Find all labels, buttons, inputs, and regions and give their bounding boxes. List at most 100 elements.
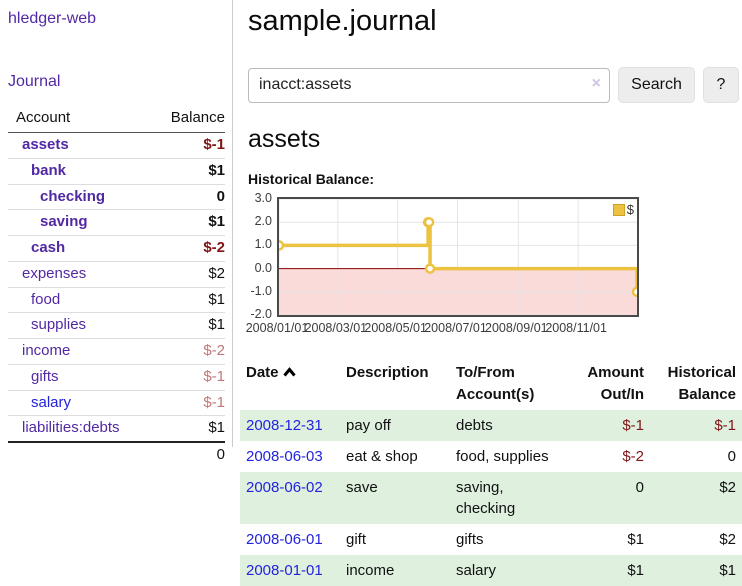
account-row: income $-2 [8, 338, 225, 365]
x-axis-tick-label: 2008/11/01 [545, 321, 607, 335]
transaction-date-link[interactable]: 2008-06-03 [246, 447, 323, 465]
transaction-accounts: debts [456, 416, 493, 434]
transaction-amount: $-2 [622, 447, 644, 465]
transaction-description: pay off [346, 416, 391, 434]
transaction-balance: $1 [719, 561, 736, 579]
account-balance: $-1 [203, 136, 225, 153]
x-axis-tick-label: 2008/05/01 [364, 321, 427, 335]
date-column-header[interactable]: Date [240, 358, 340, 410]
account-balance: $2 [147, 260, 225, 287]
account-balance: $-1 [147, 363, 225, 390]
sidebar-account-link[interactable]: supplies [31, 316, 87, 334]
transaction-balance: $2 [719, 478, 736, 496]
date-column-label: Date [246, 364, 279, 381]
chart-title: Historical Balance: [248, 171, 375, 187]
y-axis-tick-label: 1.0 [254, 237, 272, 252]
balance-column-header: Balance [147, 106, 225, 133]
register-header-row: Date Description To/From Account(s) Amou… [240, 358, 742, 410]
transaction-date-link[interactable]: 2008-06-01 [246, 530, 323, 548]
app-brand-link[interactable]: hledger-web [8, 10, 97, 27]
page-title: sample.journal [248, 5, 437, 37]
transaction-row: 2008-06-03 eat & shop food, supplies $-2… [240, 441, 742, 472]
account-balance: $-1 [147, 389, 225, 416]
account-row: assets $-1 [8, 133, 225, 159]
transaction-accounts: gifts [456, 530, 484, 548]
transaction-row: 2008-06-01 gift gifts $1 $2 [240, 524, 742, 555]
sidebar-account-link[interactable]: saving [40, 213, 88, 231]
clear-search-icon[interactable]: × [591, 74, 601, 92]
transaction-date-link[interactable]: 2008-01-01 [246, 561, 323, 579]
help-button[interactable]: ? [703, 67, 739, 103]
transaction-balance: 0 [727, 447, 736, 465]
search-bar: × Search ? [248, 67, 742, 103]
account-row: bank $1 [8, 157, 225, 184]
y-axis-tick-label: -1.0 [250, 283, 272, 298]
sidebar-account-link[interactable]: assets [22, 136, 69, 153]
account-row: checking 0 [8, 183, 225, 210]
account-balance: $1 [147, 415, 225, 442]
sidebar-account-link[interactable]: bank [31, 161, 67, 179]
sidebar-account-link[interactable]: gifts [31, 367, 59, 385]
sidebar-account-link[interactable]: salary [31, 393, 72, 411]
transaction-description: gift [346, 530, 367, 548]
transaction-row: 2008-12-31 pay off debts $-1 $-1 [240, 409, 742, 441]
account-balance: $-2 [147, 235, 225, 262]
account-row: food $1 [8, 286, 225, 313]
account-row: salary $-1 [8, 389, 225, 416]
sidebar-account-link[interactable]: food [31, 290, 61, 308]
x-axis-tick-label: 2008/01/01 [245, 321, 309, 335]
sort-ascending-icon [282, 364, 296, 381]
accounts-table-header: Account Balance [8, 106, 225, 133]
legend-label: $ [626, 202, 634, 217]
amount-column-header: Amount Out/In [587, 364, 644, 403]
transaction-amount: $1 [627, 561, 644, 579]
y-axis-tick-label: 3.0 [254, 191, 272, 205]
sidebar-account-link[interactable]: liabilities:debts [22, 419, 120, 437]
y-axis-tick-label: -2.0 [250, 307, 272, 321]
search-input[interactable] [248, 67, 610, 103]
transaction-accounts: salary [456, 561, 497, 579]
y-axis-tick-label: 0.0 [254, 260, 272, 275]
sidebar: hledger-web Journal Account Balance asse… [0, 0, 233, 468]
transaction-balance: $-1 [714, 416, 736, 434]
account-row: liabilities:debts $1 [8, 415, 225, 442]
historical-balance-chart: $ 3.0 2.0 1.0 0.0 -1.0 -2.0 2008/01/01 2008/03/… [240, 191, 742, 337]
transaction-accounts: saving, checking [456, 478, 516, 517]
main-content: sample.journal × Search ? assets Histori… [240, 0, 742, 586]
transaction-balance: $2 [719, 530, 736, 548]
sidebar-account-link[interactable]: cash [31, 239, 66, 256]
accounts-table: Account Balance assets $-1 bank $1 check… [8, 106, 225, 468]
x-axis-tick-label: 2008/07/01 [424, 321, 487, 335]
account-row: saving $1 [8, 209, 225, 236]
account-balance: $1 [147, 286, 225, 313]
y-axis-tick-label: 2.0 [254, 214, 272, 229]
register-table: Date Description To/From Account(s) Amou… [240, 358, 742, 586]
account-row: expenses $2 [8, 260, 225, 287]
accounts-column-header: To/From Account(s) [456, 364, 535, 403]
account-balance: $-2 [147, 338, 225, 365]
x-axis-tick-label: 2008/09/01 [485, 321, 548, 335]
account-column-header: Account [8, 106, 148, 133]
sidebar-account-link[interactable]: income [22, 342, 71, 359]
transaction-description: income [346, 561, 395, 579]
transaction-row: 2008-06-02 save saving, checking 0 $2 [240, 471, 742, 524]
account-row: supplies $1 [8, 312, 225, 339]
transaction-row: 2008-01-01 income salary $1 $1 [240, 554, 742, 586]
account-row: cash $-2 [8, 235, 225, 262]
transaction-date-link[interactable]: 2008-06-02 [246, 478, 323, 496]
account-heading: assets [248, 125, 321, 153]
sidebar-account-link[interactable]: expenses [22, 264, 87, 282]
sidebar-account-link[interactable]: checking [40, 187, 106, 205]
transaction-date-link[interactable]: 2008-12-31 [246, 416, 323, 434]
description-column-header: Description [346, 364, 429, 381]
sidebar-item-journal[interactable]: Journal [8, 73, 61, 90]
x-axis-tick-label: 2008/03/01 [304, 321, 368, 335]
account-row: gifts $-1 [8, 363, 225, 390]
account-balance: 0 [147, 183, 225, 210]
transaction-accounts: food, supplies [456, 447, 549, 465]
chart-legend: $ [612, 202, 634, 217]
search-button[interactable]: Search [618, 67, 695, 103]
transaction-description: eat & shop [346, 447, 418, 465]
balance-column-header: Historical Balance [667, 364, 736, 403]
transaction-amount: $-1 [622, 416, 644, 434]
